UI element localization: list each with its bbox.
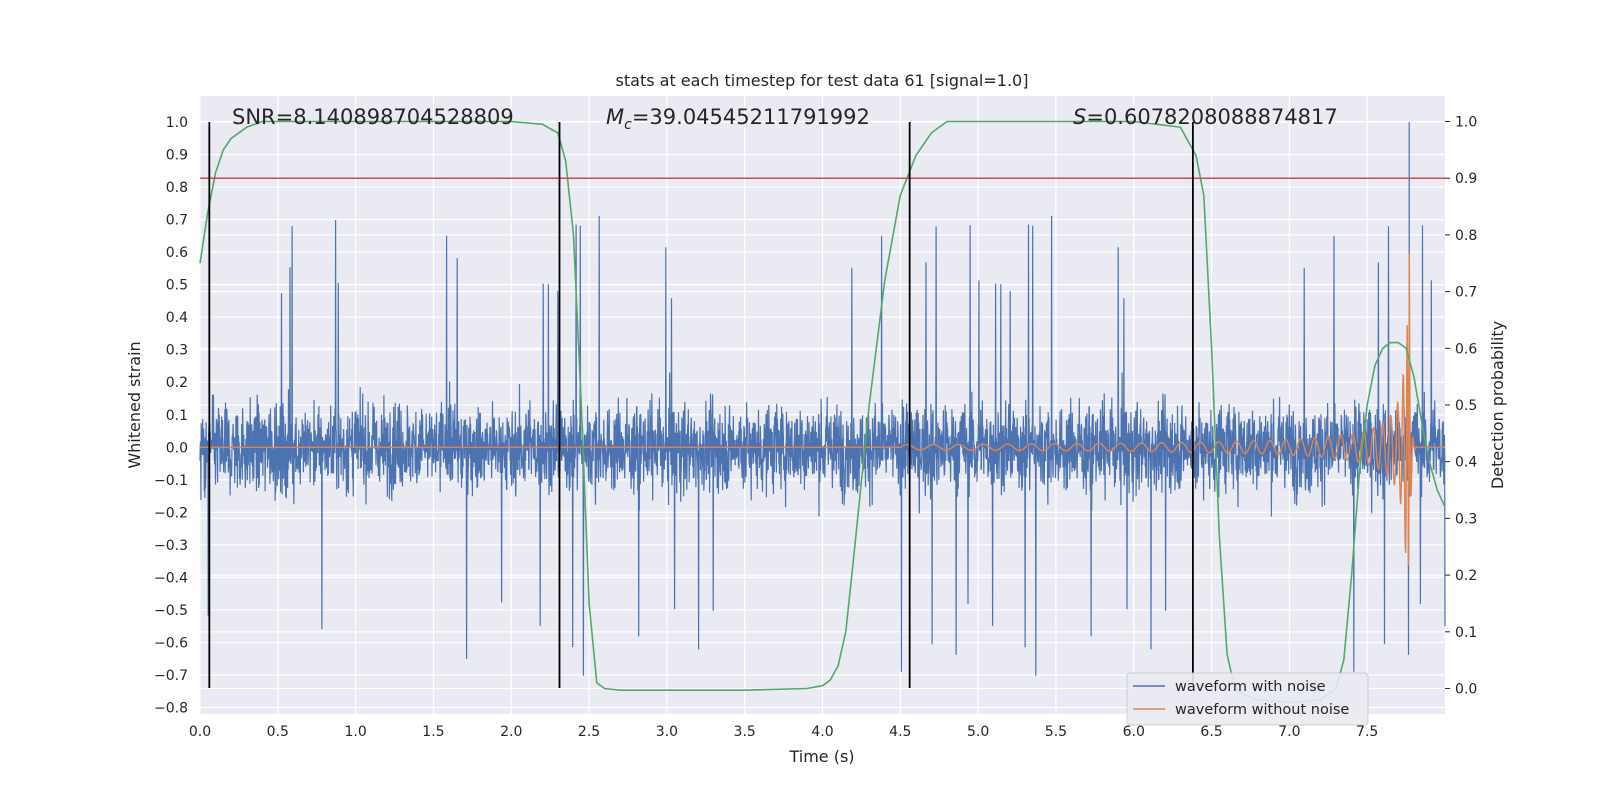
x-tick-label: 0.0 [189, 724, 211, 740]
mc-annotation: Mc=39.04545211791992 [606, 105, 870, 133]
noise-line [199, 121, 1446, 676]
y-tick-label: −0.7 [154, 668, 188, 684]
y-tick-label: 0.5 [166, 278, 188, 294]
x-axis-label: Time (s) [788, 747, 854, 766]
x-tick-label: 2.0 [500, 724, 522, 740]
x-tick-label: 1.0 [344, 724, 366, 740]
x-tick-label: 5.0 [967, 724, 989, 740]
legend: waveform with noise waveform without noi… [1126, 672, 1369, 726]
y2-tick-label: 0.7 [1455, 285, 1477, 301]
y2-tick-labels: 1.0 0.9 0.8 0.7 0.6 0.5 0.4 0.3 0.2 0.1 0.0 [1445, 115, 1477, 697]
y2-tick-label: 0.1 [1455, 625, 1477, 641]
y-tick-label: 0.7 [166, 213, 188, 229]
mc-subscript: c [624, 117, 632, 133]
x-tick-labels: 0.0 0.5 1.0 1.5 2.0 2.5 3.0 3.5 4.0 4.5 5.0 5.5 6.0 6… [189, 724, 1378, 740]
probability-line [199, 120, 1446, 704]
vertical-markers [208, 122, 1194, 688]
y-axis-label: Whitened strain [125, 341, 144, 468]
y2-tick-label: 0.3 [1455, 511, 1477, 527]
x-tick-label: 2.5 [578, 724, 600, 740]
x-tick-label: 3.0 [656, 724, 678, 740]
s-annotation: S=0.6078208088874817 [1073, 105, 1338, 129]
x-tick-label: 4.0 [811, 724, 833, 740]
y2-tick-label: 0.2 [1455, 568, 1477, 584]
y-tick-label: −0.3 [154, 538, 188, 554]
legend-label-clean: waveform without noise [1175, 702, 1349, 718]
x-tick-label: 3.5 [734, 724, 756, 740]
chart-title: stats at each timestep for test data 61 … [616, 71, 1029, 90]
y2-tick-label: 1.0 [1455, 115, 1477, 131]
y2-tick-label: 0.0 [1455, 681, 1477, 697]
y-tick-label: 0.0 [166, 440, 188, 456]
s-value: =0.6078208088874817 [1086, 105, 1337, 129]
y-tick-label: −0.5 [154, 603, 188, 619]
series-detection-probability [199, 120, 1446, 704]
y-tick-label: −0.2 [154, 505, 188, 521]
y-tick-label: −0.8 [154, 700, 188, 716]
series-waveform-without-noise [200, 252, 1445, 566]
series-waveform-with-noise [199, 121, 1446, 676]
y-tick-label: 0.4 [166, 310, 188, 326]
s-symbol: S [1073, 105, 1086, 129]
y2-axis-label: Detection probability [1488, 321, 1507, 489]
y-tick-label: 0.2 [166, 375, 188, 391]
y-tick-label: −0.4 [154, 570, 188, 586]
y2-tick-label: 0.4 [1455, 455, 1477, 471]
y2-tick-label: 0.6 [1455, 341, 1477, 357]
x-tick-label: 5.5 [1045, 724, 1067, 740]
x-tick-label: 7.0 [1278, 724, 1300, 740]
x-tick-label: 0.5 [267, 724, 289, 740]
y2-tick-label: 0.9 [1455, 171, 1477, 187]
y-tick-labels: 1.0 0.9 0.8 0.7 0.6 0.5 0.4 0.3 0.2 0.1 0.0 −0.1 −0.… [154, 115, 188, 716]
mc-symbol: M [606, 105, 624, 129]
x-tick-label: 7.5 [1356, 724, 1378, 740]
legend-box [1126, 672, 1369, 726]
snr-annotation: SNR=8.140898704528809 [232, 105, 514, 129]
x-tick-label: 6.5 [1200, 724, 1222, 740]
y-tick-label: 0.8 [166, 180, 188, 196]
y-tick-label: 0.9 [166, 148, 188, 164]
x-tick-label: 1.5 [422, 724, 444, 740]
x-tick-label: 4.5 [889, 724, 911, 740]
y2-tick-label: 0.8 [1455, 228, 1477, 244]
x-tick-label: 6.0 [1123, 724, 1145, 740]
y-tick-label: −0.1 [154, 473, 188, 489]
y-tick-label: 0.1 [166, 408, 188, 424]
y-tick-label: −0.6 [154, 635, 188, 651]
clean-line [200, 252, 1445, 566]
y2-tick-label: 0.5 [1455, 398, 1477, 414]
y-tick-label: 0.6 [166, 245, 188, 261]
mc-value: =39.04545211791992 [632, 105, 870, 129]
legend-label-noise: waveform with noise [1175, 679, 1326, 695]
y-tick-label: 0.3 [166, 343, 188, 359]
y-tick-label: 1.0 [166, 115, 188, 131]
